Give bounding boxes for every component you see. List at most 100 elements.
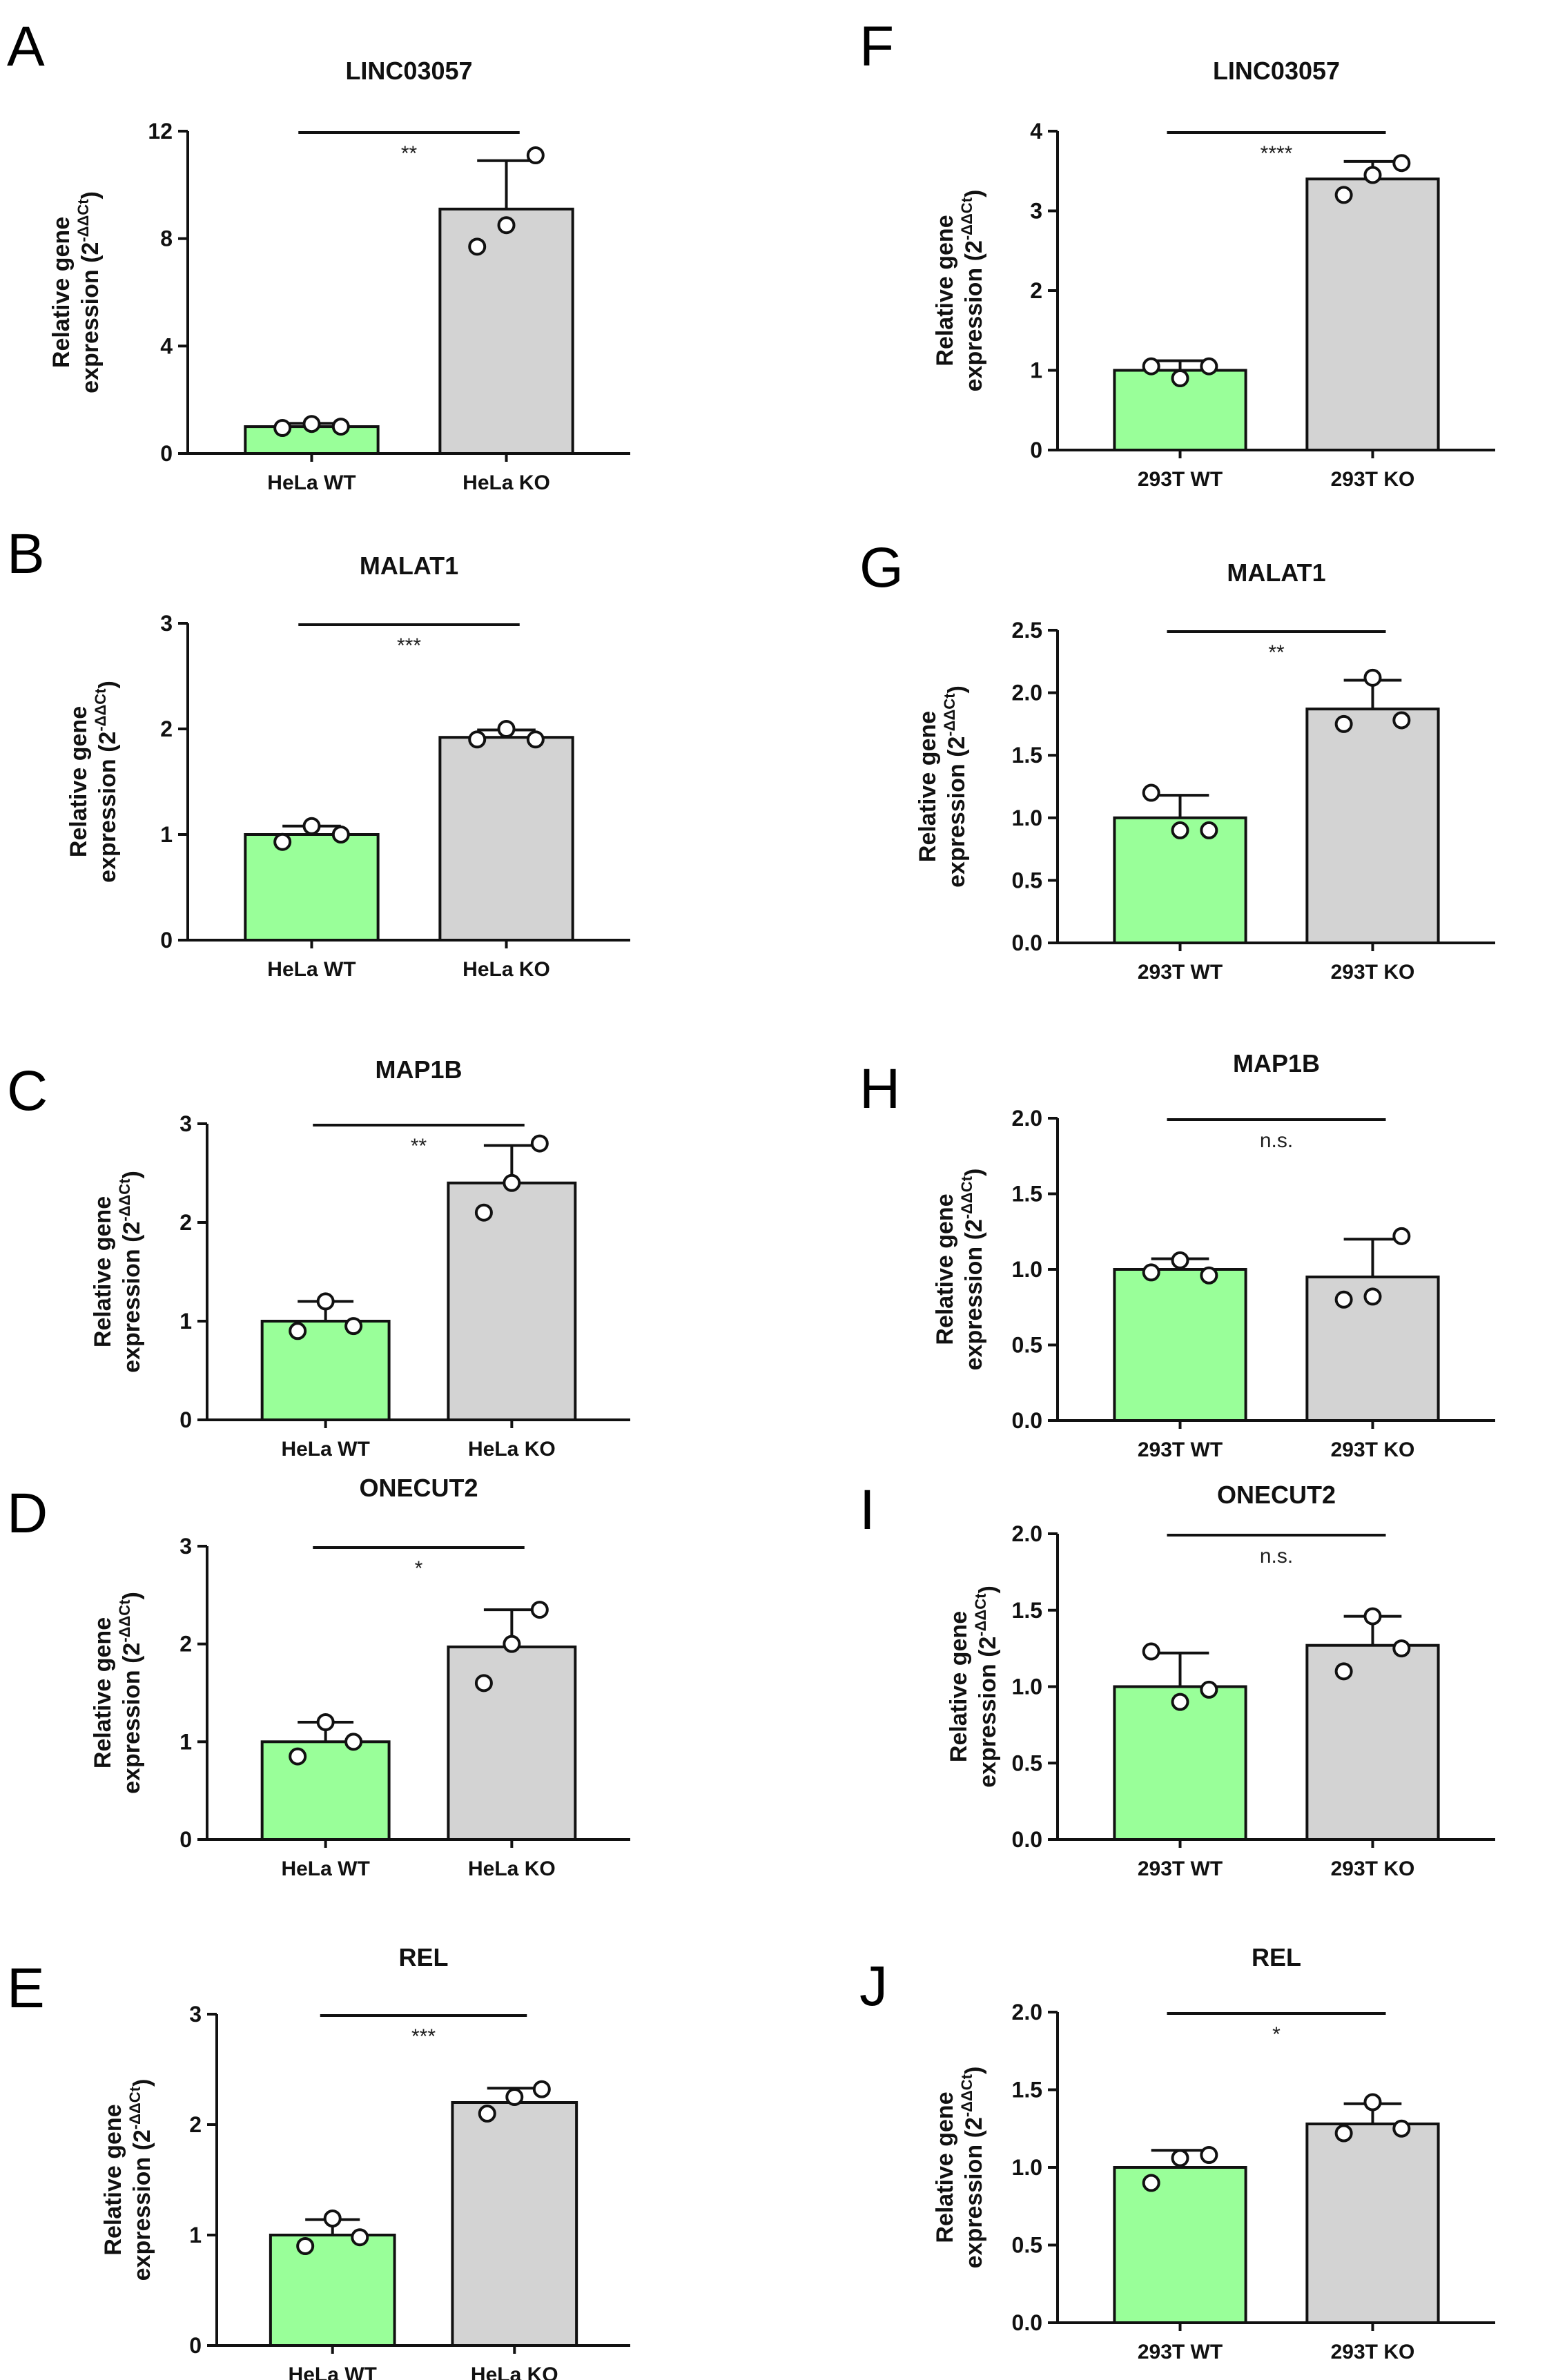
y-tick-label: 0.0 xyxy=(1012,1827,1042,1852)
data-point xyxy=(526,730,545,749)
x-tick-label: HeLa WT xyxy=(267,958,356,981)
y-tick-label: 3 xyxy=(1030,199,1042,224)
y-tick-label: 0 xyxy=(189,2333,202,2358)
significance-label: ** xyxy=(411,1135,427,1158)
data-point xyxy=(478,2105,496,2123)
x-tick-label: 293T KO xyxy=(1331,2341,1415,2363)
chart-title: MAP1B xyxy=(375,1055,462,1084)
data-point xyxy=(1171,821,1189,839)
data-point xyxy=(1200,357,1218,375)
x-tick-label: 293T WT xyxy=(1138,2341,1223,2363)
y-axis-label: Relative gene expression (2-ΔΔCt) xyxy=(66,681,121,883)
y-tick-label: 1 xyxy=(179,1309,192,1334)
data-point xyxy=(316,1713,335,1731)
significance-label: *** xyxy=(397,634,421,657)
y-tick-label: 0 xyxy=(160,928,173,953)
data-point xyxy=(1142,783,1160,802)
y-tick-label: 2.5 xyxy=(1012,618,1042,643)
panel-letter: F xyxy=(859,15,894,78)
chart-title: MAP1B xyxy=(1233,1049,1320,1077)
data-point xyxy=(1363,1607,1382,1626)
y-axis-label: Relative gene expression (2-ΔΔCt) xyxy=(932,2067,987,2269)
data-point xyxy=(497,720,516,738)
panel-j: J REL Relative gene expression (2-ΔΔCt) 0.0 0… xyxy=(859,1943,1495,2363)
chart-title: REL xyxy=(399,1943,449,1971)
bar xyxy=(447,1181,577,1422)
data-point xyxy=(273,419,292,438)
data-point xyxy=(344,1317,363,1336)
bar xyxy=(1113,1268,1247,1422)
chart-title: LINC03057 xyxy=(1213,57,1340,85)
chart-title: MALAT1 xyxy=(1227,558,1325,587)
y-axis-label: Relative gene expression (2-ΔΔCt) xyxy=(90,1171,145,1373)
data-point xyxy=(530,1601,549,1619)
x-tick-label: HeLa WT xyxy=(281,1857,369,1880)
chart-title: ONECUT2 xyxy=(359,1474,478,1502)
data-point xyxy=(1171,1693,1189,1711)
bar xyxy=(447,1645,577,1842)
y-tick-label: 1 xyxy=(160,822,173,847)
data-point xyxy=(344,1733,363,1751)
panel-c: C MAP1B Relative gene expression (2-ΔΔCt) 0 1… xyxy=(7,1055,630,1461)
data-point xyxy=(474,1674,493,1693)
x-tick-label: 293T WT xyxy=(1138,1857,1223,1880)
y-tick-label: 1.0 xyxy=(1012,806,1042,830)
y-tick-label: 1.5 xyxy=(1012,2078,1042,2103)
data-point xyxy=(1363,1287,1382,1306)
data-point xyxy=(1200,821,1218,839)
y-tick-label: 3 xyxy=(179,1534,192,1559)
y-tick-label: 2 xyxy=(1030,278,1042,303)
data-point xyxy=(1392,1227,1411,1245)
data-point xyxy=(1363,2093,1382,2111)
bar xyxy=(451,2101,578,2347)
bar xyxy=(244,833,380,942)
panel-letter: D xyxy=(7,1482,48,1545)
y-tick-label: 2 xyxy=(179,1210,192,1235)
y-tick-label: 2.0 xyxy=(1012,681,1042,705)
y-tick-label: 2 xyxy=(189,2112,202,2137)
significance-label: **** xyxy=(1261,142,1293,165)
bar xyxy=(1305,2123,1440,2324)
x-tick-label: HeLa KO xyxy=(468,1857,556,1880)
y-tick-label: 0.5 xyxy=(1012,1750,1042,1775)
data-point xyxy=(503,1173,521,1192)
panel-i: I ONECUT2 Relative gene expression (2-ΔΔCt)… xyxy=(859,1479,1495,1880)
data-point xyxy=(1142,2174,1160,2192)
data-point xyxy=(1392,2119,1411,2138)
bar xyxy=(1305,708,1440,944)
bar xyxy=(260,1320,391,1421)
bar xyxy=(260,1740,391,1841)
y-tick-label: 1 xyxy=(189,2223,202,2247)
x-tick-label: HeLa KO xyxy=(471,2363,558,2380)
y-tick-label: 1.0 xyxy=(1012,1675,1042,1699)
data-point xyxy=(331,418,350,436)
y-axis-label: Relative gene expression (2-ΔΔCt) xyxy=(48,191,104,393)
y-axis-label: Relative gene expression (2-ΔΔCt) xyxy=(946,1586,1001,1788)
bar xyxy=(438,736,574,942)
y-tick-label: 2 xyxy=(179,1632,192,1657)
data-point xyxy=(1334,1662,1353,1681)
data-point xyxy=(1142,357,1160,375)
data-point xyxy=(302,817,321,835)
panel-f: F LINC03057 Relative gene expression (2-ΔΔC… xyxy=(859,15,1495,491)
y-tick-label: 0.5 xyxy=(1012,2233,1042,2258)
y-tick-label: 8 xyxy=(160,226,173,251)
x-tick-label: 293T KO xyxy=(1331,961,1415,984)
data-point xyxy=(526,146,545,165)
data-point xyxy=(474,1203,493,1222)
y-tick-label: 0.0 xyxy=(1012,1408,1042,1433)
data-point xyxy=(289,1322,307,1340)
y-tick-label: 1.0 xyxy=(1012,1257,1042,1282)
significance-label: ** xyxy=(1268,641,1285,664)
data-point xyxy=(323,2210,342,2227)
y-tick-label: 1.5 xyxy=(1012,1182,1042,1207)
data-point xyxy=(1200,1680,1218,1699)
data-point xyxy=(468,730,487,749)
y-tick-label: 0 xyxy=(179,1827,192,1852)
data-point xyxy=(289,1747,307,1766)
bar xyxy=(1305,1643,1440,1842)
panel-letter: A xyxy=(7,15,45,78)
data-point xyxy=(1334,2124,1353,2143)
x-tick-label: HeLa KO xyxy=(468,1438,556,1461)
significance-label: * xyxy=(1272,2023,1281,2046)
